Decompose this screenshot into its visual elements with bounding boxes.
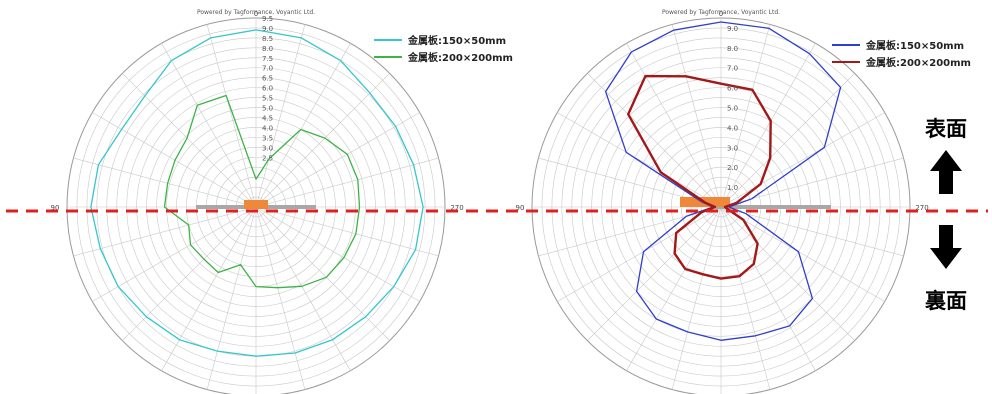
- series-line-2: [163, 94, 361, 289]
- radial-tick-label: 4.5: [262, 115, 273, 123]
- legend-entry: 金属板:200×200mm: [407, 51, 513, 64]
- grid-spoke: [720, 206, 816, 371]
- polar-chart-left: Powered by Tagformance, Voyantic Ltd. 9.…: [51, 9, 513, 394]
- series-line-1: [90, 29, 424, 357]
- grid-spoke: [626, 43, 722, 208]
- grid-spoke: [255, 112, 420, 208]
- legend-entry: 金属板:200×200mm: [865, 56, 971, 69]
- radial-tick-label: 6.0: [727, 85, 738, 93]
- angle-label-left: 90: [516, 204, 525, 212]
- grid-spoke: [720, 206, 904, 257]
- grid-spoke: [255, 206, 420, 302]
- angle-label-top: 0: [254, 10, 258, 18]
- grid-spoke: [255, 157, 439, 208]
- series-layer: [604, 21, 842, 341]
- antenna-overlay: [196, 200, 316, 209]
- grid-spoke: [626, 206, 722, 371]
- grid-spoke: [92, 112, 257, 208]
- grid-spoke: [92, 206, 257, 302]
- grid-spoke: [720, 206, 855, 341]
- polar-chart-right: Powered by Tagformance, Voyantic Ltd. 9.…: [516, 9, 971, 394]
- radial-tick-label: 6.5: [262, 75, 273, 83]
- grid-spoke: [73, 206, 257, 257]
- grid-spoke: [255, 206, 306, 390]
- angle-label-right: 270: [450, 204, 463, 212]
- angle-label-right: 270: [915, 204, 928, 212]
- radial-tick-label: 7.5: [262, 55, 273, 63]
- side-indicator: 表面 裏面: [924, 117, 967, 313]
- chart-credit: Powered by Tagformance, Voyantic Ltd.: [662, 9, 780, 16]
- radial-tick-label: 4.0: [727, 124, 738, 132]
- grid-spoke: [255, 206, 390, 341]
- series-line-2: [627, 74, 772, 280]
- grid-spoke: [720, 112, 885, 208]
- antenna-rod: [715, 205, 831, 209]
- angle-label-top: 0: [719, 10, 723, 18]
- grid-spoke: [122, 206, 257, 341]
- angle-labels: 0 90 180 270: [516, 10, 929, 212]
- radial-tick-label: 4.0: [262, 124, 273, 132]
- grid-spoke: [720, 206, 885, 302]
- grid-spoke: [161, 43, 257, 208]
- grid-spoke: [255, 206, 439, 257]
- arrow-down-icon: [930, 225, 962, 269]
- grid-spoke: [255, 206, 351, 371]
- radial-tick-label: 2.0: [727, 164, 738, 172]
- radial-tick-label: 8.0: [727, 45, 738, 53]
- radial-tick-label: 7.0: [727, 65, 738, 73]
- radial-tick-label: 8.0: [262, 45, 273, 53]
- grid-spoke: [720, 73, 855, 208]
- back-side-label: 裏面: [924, 289, 967, 313]
- radial-tick-label: 3.0: [727, 144, 738, 152]
- radial-tick-label: 5.5: [262, 95, 273, 103]
- grid-spoke: [206, 206, 257, 390]
- angle-label-left: 90: [51, 204, 60, 212]
- grid-spoke: [206, 24, 257, 208]
- grid-spoke: [255, 73, 390, 208]
- grid-spoke: [73, 157, 257, 208]
- tag-board: [244, 200, 268, 209]
- grid-spoke: [587, 73, 722, 208]
- front-side-label: 表面: [925, 117, 967, 141]
- radial-tick-label: 3.0: [262, 144, 273, 152]
- grid-spoke: [557, 112, 722, 208]
- radial-tick-label: 5.0: [727, 105, 738, 113]
- grid-spoke: [720, 206, 771, 390]
- legend: 金属板:150×50mm 金属板:200×200mm: [832, 39, 971, 69]
- series-line-1: [604, 21, 842, 341]
- legend: 金属板:150×50mm 金属板:200×200mm: [374, 34, 513, 64]
- radial-tick-label: 3.5: [262, 134, 273, 142]
- radial-tick-label: 6.0: [262, 85, 273, 93]
- grid-spoke: [720, 43, 816, 208]
- radial-tick-label: 2.5: [262, 154, 273, 162]
- grid-spoke: [587, 206, 722, 341]
- angle-labels: 0 90 180 270: [51, 10, 464, 212]
- chart-credit: Powered by Tagformance, Voyantic Ltd.: [197, 9, 315, 16]
- series-layer: [90, 29, 424, 357]
- radial-tick-label: 8.5: [262, 35, 273, 43]
- polar-grid: [66, 17, 446, 394]
- grid-spoke: [255, 43, 351, 208]
- radial-tick-label: 7.0: [262, 65, 273, 73]
- radial-tick-label: 9.5: [262, 15, 273, 23]
- radial-tick-label: 9.0: [727, 25, 738, 33]
- radial-tick-label: 9.0: [262, 25, 273, 33]
- radial-tick-label: 5.0: [262, 105, 273, 113]
- grid-spoke: [720, 24, 771, 208]
- legend-entry: 金属板:150×50mm: [407, 34, 506, 47]
- radial-ticks: 9.0 8.0 7.0 6.0 5.0 4.0 3.0 2.0 1.0: [727, 25, 738, 192]
- radial-ticks: 9.5 9.0 8.5 8.0 7.5 7.0 6.5 6.0 5.5 5.0 4.54.0 3.5 3…: [262, 15, 273, 162]
- radial-tick-label: 1.0: [727, 184, 738, 192]
- legend-entry: 金属板:150×50mm: [865, 39, 964, 52]
- arrow-up-icon: [930, 150, 962, 194]
- grid-spoke: [671, 24, 722, 208]
- grid-spoke: [671, 206, 722, 390]
- grid-spoke: [255, 24, 306, 208]
- grid-spoke: [557, 206, 722, 302]
- grid-spoke: [161, 206, 257, 371]
